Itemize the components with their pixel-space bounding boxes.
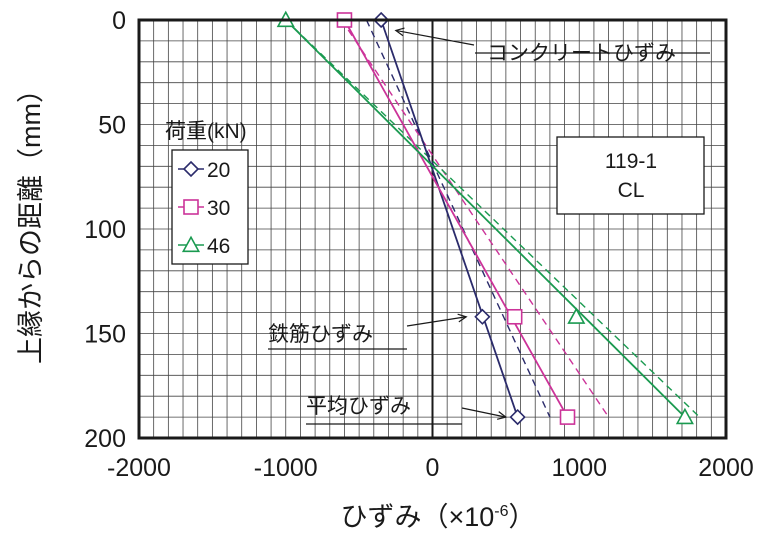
y-tick-label: 200 (84, 425, 126, 453)
specimen-label-box: 119-1 CL (556, 136, 705, 215)
specimen-label-line: 119-1 (605, 150, 657, 173)
series-lines (285, 19, 686, 418)
x-axis-title-text: ひずみ（×10 (340, 502, 494, 532)
x-tick-label: 2000 (698, 454, 754, 482)
marker-46-mean-point (675, 407, 694, 425)
x-tick-label: 0 (426, 454, 440, 482)
marker-20-mean-point (509, 408, 526, 426)
annotation-arrowhead (496, 411, 508, 420)
mean-line-30 (340, 19, 610, 418)
y-tick-label: 50 (98, 112, 126, 140)
mean-strain-lines (285, 19, 701, 418)
legend-title: 荷重(kN) (165, 120, 247, 143)
annotation-arrow (395, 29, 475, 46)
specimen-box (556, 136, 705, 215)
annotation-label: 鉄筋ひずみ (268, 323, 373, 346)
annotation-arrow (461, 407, 506, 418)
plot-frame (137, 18, 728, 440)
series-line-30 (343, 19, 569, 418)
annotation-arrowhead (457, 313, 468, 323)
x-axis-title-exponent: -6 (494, 503, 508, 520)
legend-marker-20 (182, 160, 200, 178)
x-tick-label: -2000 (107, 454, 171, 482)
legend: 荷重(kN) 20 30 46 (165, 120, 249, 265)
mean-line-46 (285, 19, 701, 418)
x-tick-label: -1000 (254, 454, 318, 482)
x-tick-label: 1000 (551, 454, 607, 482)
legend-marker-46 (181, 235, 201, 253)
series-line-46 (285, 19, 686, 418)
legend-marker-30 (183, 199, 199, 215)
specimen-label-line: CL (618, 179, 645, 202)
y-tick-label: 150 (84, 321, 126, 349)
annotation-label: 平均ひずみ (306, 395, 411, 418)
legend-label-30: 30 (207, 197, 230, 220)
tick-labels: -2000 -1000 0 1000 2000 0 50 100 150 200 (84, 7, 754, 482)
marker-46-rebar-strain (567, 307, 586, 324)
y-axis-title: 上縁からの距離（mm） (16, 76, 46, 364)
y-tick-label: 100 (84, 216, 126, 244)
legend-label-20: 20 (207, 159, 230, 182)
annotation-arrow (406, 316, 467, 327)
x-axis-title: ひずみ（×10-6） (340, 502, 535, 532)
x-axis-title-end: ） (509, 502, 536, 532)
legend-label-46: 46 (207, 235, 230, 258)
marker-30-rebar-strain (506, 308, 523, 325)
mean-line-20 (365, 19, 551, 418)
series-line-20 (380, 19, 519, 418)
marker-20-rebar-strain (474, 308, 491, 325)
y-tick-label: 0 (112, 7, 126, 35)
series-markers (276, 10, 694, 426)
marker-30-mean-point (559, 409, 576, 425)
annotation-arrowhead (394, 27, 405, 37)
